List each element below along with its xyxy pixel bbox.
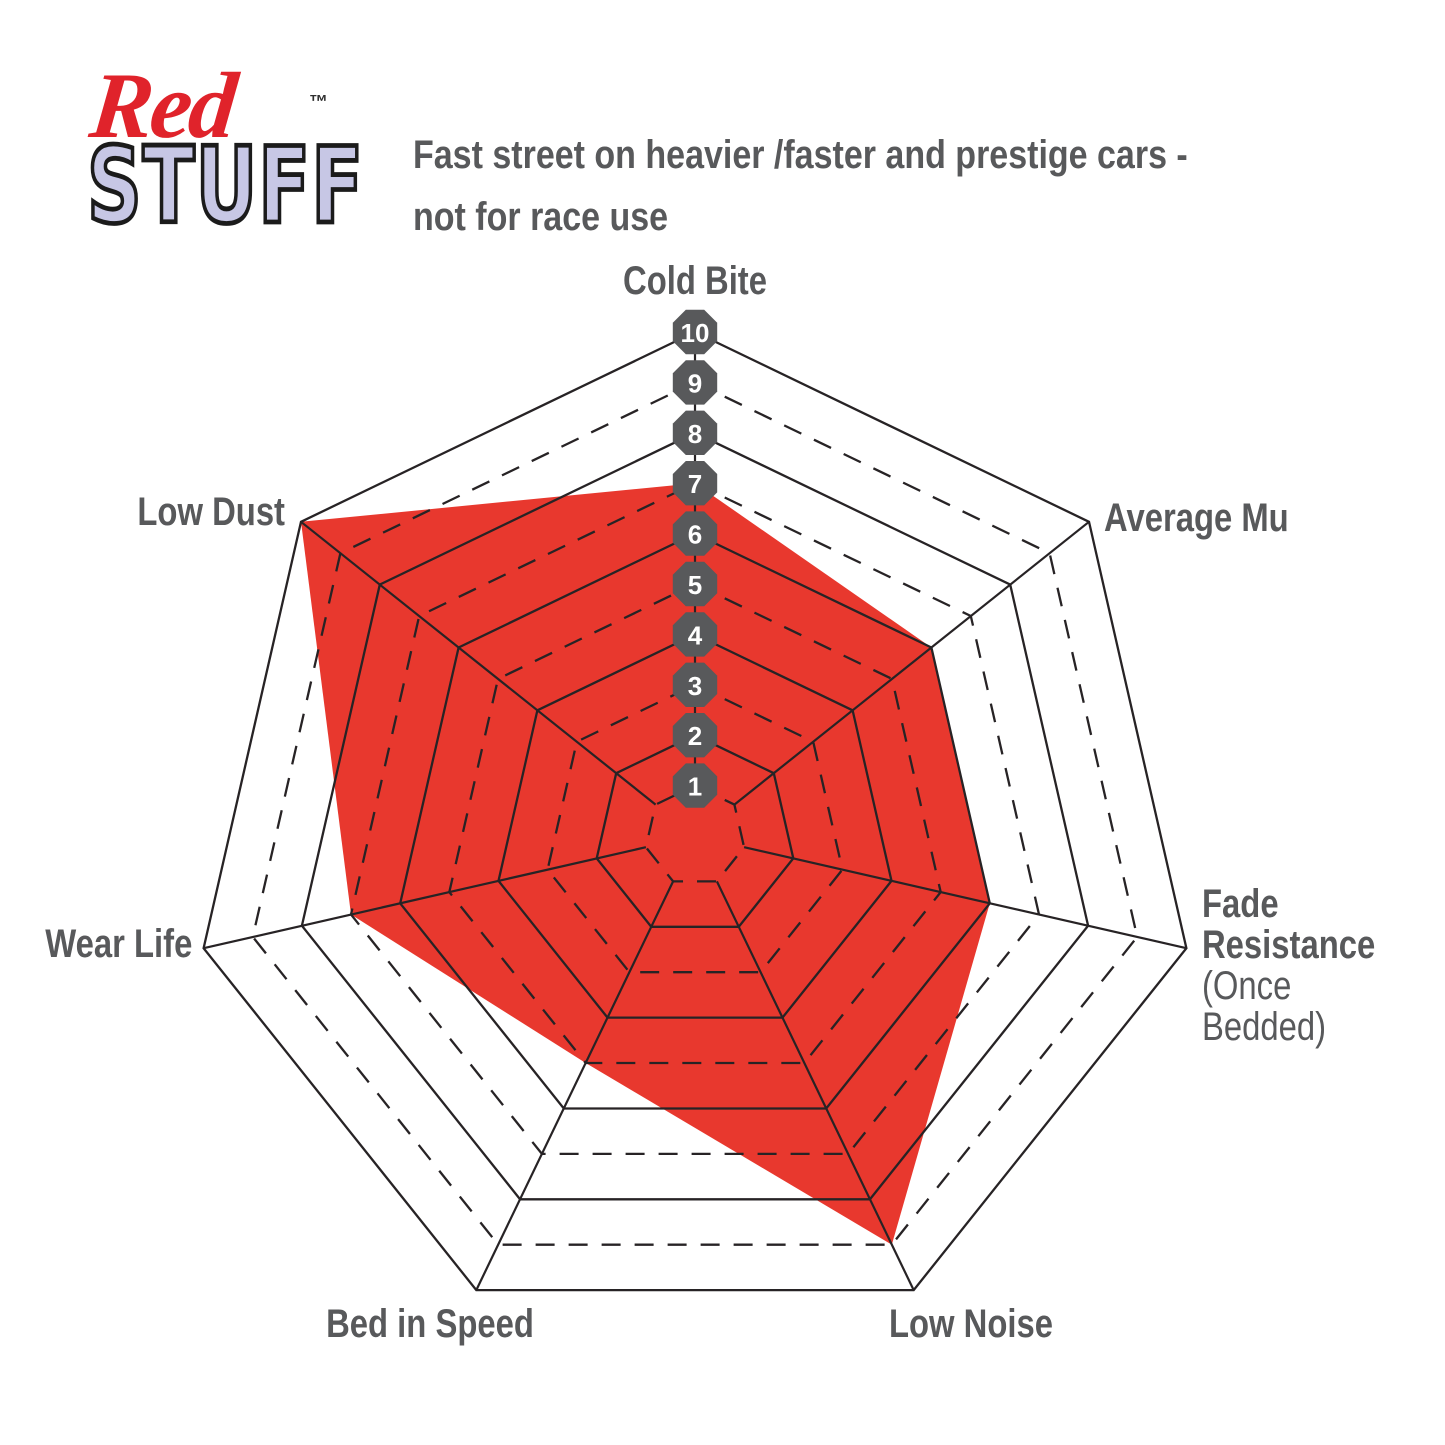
scale-badge-label-1: 1 <box>688 772 702 802</box>
scale-badge-5 <box>672 561 718 607</box>
scale-badge-label-8: 8 <box>688 419 702 449</box>
scale-badge-2 <box>672 713 718 758</box>
spoke-4 <box>475 880 675 1291</box>
scale-badge-6 <box>672 511 718 556</box>
scale-badge-8 <box>672 410 718 455</box>
scale-badge-label-9: 9 <box>688 368 702 398</box>
fade-resistance-sublabel: (Once Bedded) <box>1202 964 1327 1049</box>
spoke-6 <box>300 520 657 806</box>
spoke-5 <box>203 846 647 950</box>
ring-3 <box>546 683 844 974</box>
scale-badge-label-6: 6 <box>688 520 702 550</box>
scale-badge-9 <box>672 360 718 405</box>
axis-label-fade-resistance: Fade Resistance (Once Bedded) <box>1202 884 1445 1048</box>
ring-4 <box>497 633 893 1019</box>
ring-6 <box>398 532 992 1110</box>
scale-badge-label-7: 7 <box>688 469 702 499</box>
ring-5 <box>448 582 942 1065</box>
value-polygon <box>301 483 990 1245</box>
chart-subtitle-text: Fast street on heavier /faster and prest… <box>413 133 1188 239</box>
redstuff-logo: Red STUFF ™ <box>85 54 365 249</box>
scale-badge-label-3: 3 <box>688 671 702 701</box>
axis-label-low-noise: Low Noise <box>888 1302 1054 1346</box>
chart-subtitle: Fast street on heavier /faster and prest… <box>413 124 1324 248</box>
axis-label-average-mu: Average Mu <box>1104 496 1289 540</box>
scale-badge-4 <box>672 612 718 657</box>
fade-resistance-main: Fade Resistance <box>1202 882 1376 967</box>
ring-10 <box>202 330 1188 1292</box>
spoke-3 <box>715 880 915 1291</box>
ring-7 <box>349 481 1041 1156</box>
ring-8 <box>300 431 1090 1201</box>
scale-badge-label-5: 5 <box>688 570 702 600</box>
axis-label-cold-bite: Cold Bite <box>623 259 767 303</box>
scale-badge-label-2: 2 <box>688 721 702 751</box>
ring-2 <box>595 733 795 928</box>
scale-badge-label-4: 4 <box>688 620 703 650</box>
trademark-symbol: ™ <box>309 92 328 113</box>
scale-badge-7 <box>672 461 718 506</box>
scale-badge-3 <box>672 662 718 707</box>
axis-label-bed-in-speed: Bed in Speed <box>326 1302 534 1346</box>
scale-badge-1 <box>672 763 718 808</box>
scale-badge-label-10: 10 <box>681 318 710 348</box>
axis-label-low-dust: Low Dust <box>137 490 285 534</box>
spoke-1 <box>733 520 1090 806</box>
scale-badge-10 <box>672 309 718 355</box>
spoke-2 <box>743 846 1187 950</box>
axis-label-wear-life: Wear Life <box>44 922 192 966</box>
ring-1 <box>644 784 746 883</box>
logo-word-stuff: STUFF <box>85 122 365 250</box>
